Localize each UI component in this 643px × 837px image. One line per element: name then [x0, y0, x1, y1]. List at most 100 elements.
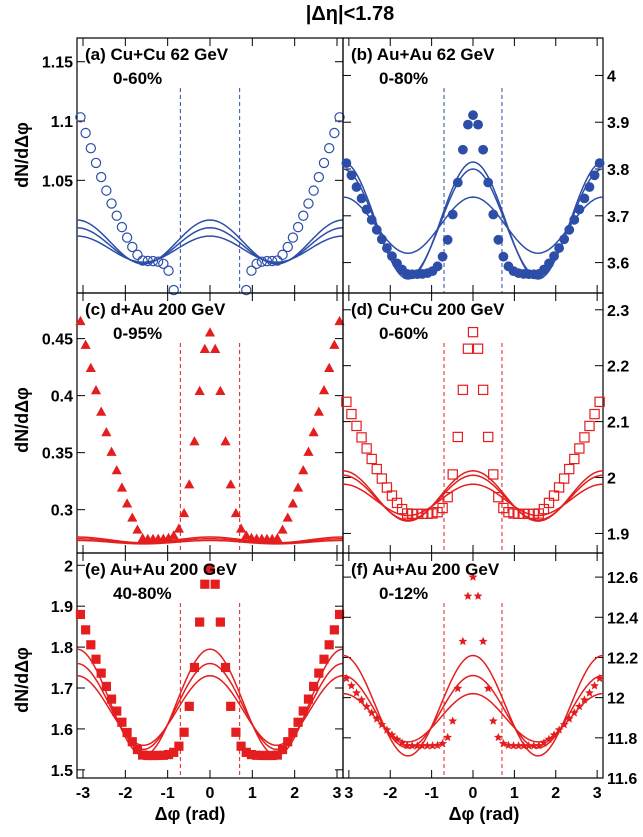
- data-point: [282, 241, 293, 253]
- data-point: [372, 714, 382, 723]
- data-point: [287, 498, 299, 508]
- data-point: [544, 258, 554, 269]
- y-tick-label: 11.6: [607, 771, 637, 788]
- data-point: [347, 681, 356, 690]
- centrality-label: 0-60%: [379, 324, 428, 343]
- data-point: [483, 683, 493, 693]
- data-point: [442, 234, 453, 245]
- data-point: [262, 750, 272, 761]
- data-point: [482, 431, 494, 443]
- y-tick-label: 2: [607, 471, 616, 488]
- data-point: [106, 694, 117, 704]
- data-point: [90, 157, 102, 169]
- data-point: [356, 432, 367, 443]
- data-point: [453, 683, 463, 693]
- data-point: [346, 408, 357, 420]
- data-point: [324, 362, 335, 372]
- data-point: [277, 744, 288, 755]
- y-tick-label: 3.6: [607, 256, 629, 273]
- data-point: [220, 436, 231, 446]
- data-point: [579, 193, 590, 204]
- data-point: [163, 749, 174, 760]
- x-tick-label: -3: [76, 785, 90, 802]
- data-point: [564, 463, 575, 475]
- panel-c: 0.3 0.35 0.4 0.45 (c) d+Au 200 GeV 0-95%: [42, 292, 345, 554]
- model-curve: [76, 536, 344, 544]
- data-point: [298, 706, 308, 716]
- y-tick-label: 3.7: [607, 209, 629, 226]
- data-point: [356, 193, 367, 204]
- model-curve: [76, 227, 344, 265]
- data-point: [594, 396, 605, 408]
- data-point: [483, 177, 494, 188]
- data-point: [452, 177, 463, 188]
- data-point: [96, 668, 106, 678]
- data-point: [111, 465, 122, 475]
- data-point: [574, 443, 585, 454]
- data-point: [252, 750, 262, 760]
- data-point: [95, 171, 107, 183]
- y-tick-label: 1.9: [607, 526, 629, 543]
- data-point: [488, 209, 499, 220]
- data-point: [205, 564, 215, 574]
- data-point: [529, 741, 539, 750]
- data-point: [246, 265, 257, 276]
- x-axis-title-left: Δφ (rad): [155, 804, 226, 824]
- data-point: [277, 249, 288, 261]
- data-point: [220, 662, 231, 673]
- data-point: [585, 688, 594, 697]
- data-point: [319, 654, 329, 664]
- y-tick-label: 12: [607, 691, 625, 708]
- data-point: [96, 406, 107, 416]
- data-point: [256, 256, 268, 267]
- data-point: [158, 750, 168, 760]
- data-point: [473, 119, 483, 130]
- data-point: [313, 171, 325, 183]
- data-point: [473, 591, 483, 600]
- y-tick-label: 1.15: [42, 55, 73, 72]
- data-point: [589, 170, 600, 181]
- data-point: [122, 727, 132, 738]
- y-tick-label: 0.35: [42, 446, 73, 463]
- model-curve: [342, 674, 604, 749]
- y-tick-label: 12.4: [607, 610, 638, 627]
- data-point: [361, 204, 372, 215]
- data-point: [367, 708, 377, 717]
- y-tick-label: 2: [64, 558, 73, 575]
- data-point: [519, 741, 529, 750]
- data-point: [412, 741, 422, 750]
- data-point: [351, 420, 362, 432]
- data-point: [90, 385, 102, 395]
- data-point: [509, 741, 518, 750]
- data-point: [116, 221, 128, 233]
- data-point: [215, 617, 225, 627]
- data-point: [189, 662, 200, 673]
- y-tick-label: 2.3: [607, 303, 629, 320]
- data-point: [178, 507, 190, 518]
- data-point: [272, 750, 282, 760]
- y-axis-title-top: dN/dΔφ: [12, 122, 32, 188]
- data-point: [447, 469, 458, 480]
- data-point: [267, 750, 277, 761]
- data-point: [433, 740, 442, 750]
- y-tick-label: 1.5: [51, 763, 73, 780]
- x-tick-label: -1: [425, 785, 439, 802]
- model-curve: [76, 648, 344, 757]
- data-point: [417, 741, 427, 750]
- data-point: [179, 727, 189, 737]
- x-tick-label: 3: [344, 785, 353, 802]
- data-point: [488, 469, 499, 480]
- data-point: [86, 640, 96, 650]
- data-point: [106, 198, 117, 209]
- data-point: [574, 204, 585, 215]
- data-point: [189, 436, 200, 446]
- data-point: [323, 143, 335, 154]
- data-point: [438, 739, 447, 748]
- data-point: [184, 701, 194, 711]
- y-tick-label: 12.6: [607, 570, 638, 587]
- data-point: [334, 315, 345, 326]
- data-point: [579, 432, 590, 443]
- data-point: [341, 158, 352, 169]
- data-point: [580, 695, 589, 704]
- data-point: [230, 507, 242, 518]
